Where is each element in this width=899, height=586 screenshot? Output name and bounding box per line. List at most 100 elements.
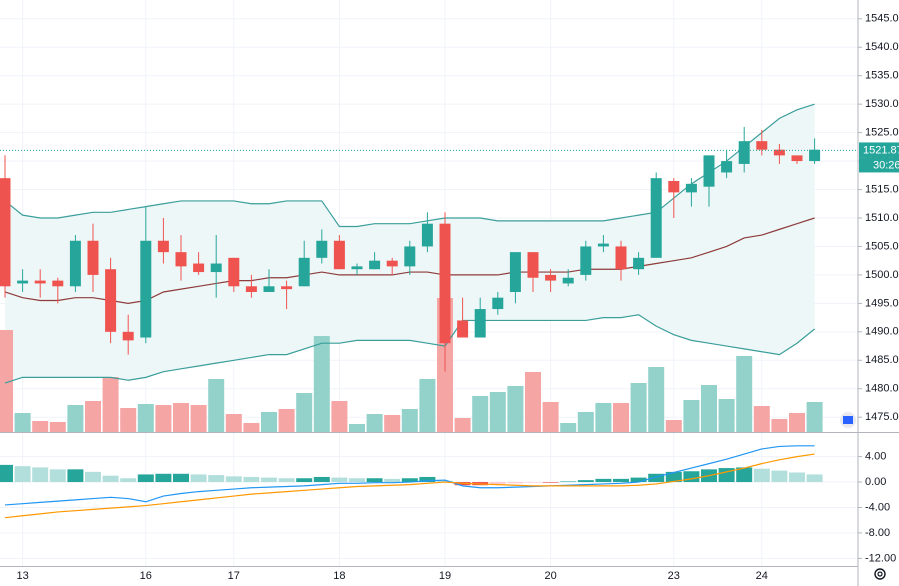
candle-body	[210, 263, 222, 273]
volume-bar	[208, 379, 225, 432]
candle-body	[369, 260, 381, 270]
candle-body	[668, 180, 680, 193]
candle-body	[157, 240, 169, 253]
macd-histogram-bar	[648, 473, 665, 483]
y-tick-label: 1485.00	[865, 354, 899, 366]
volume-bar	[419, 379, 436, 432]
candle-body	[633, 257, 645, 270]
y-tick-label: 1490.00	[865, 326, 899, 338]
candle-body	[386, 260, 398, 267]
candle-body	[263, 286, 275, 292]
macd-histogram-bar	[366, 478, 383, 483]
last-price-box	[859, 142, 899, 158]
candle-body	[562, 277, 574, 284]
volume-bar	[401, 409, 418, 432]
y-tick-label: 1500.00	[865, 269, 899, 281]
macd-histogram-bar	[736, 467, 753, 483]
gear-ring[interactable]	[874, 568, 886, 580]
candle-body	[298, 257, 310, 287]
candle-body	[140, 240, 152, 338]
band-line	[4, 314, 815, 384]
y-tick-label: 4.00	[865, 451, 886, 463]
gear-hub[interactable]	[877, 571, 883, 577]
y-tick-label: 1530.00	[865, 98, 899, 110]
macd-histogram-bar	[137, 474, 154, 483]
volume-bar	[665, 420, 682, 432]
macd-histogram-bar	[384, 478, 401, 483]
x-tick-label: 23	[668, 570, 680, 582]
x-tick-label: 13	[16, 570, 28, 582]
candle-body	[316, 240, 328, 258]
candle-body	[685, 183, 697, 193]
volume-bar	[806, 402, 823, 432]
y-tick-label: -4.00	[865, 501, 890, 513]
macd-histogram-bar	[789, 472, 805, 483]
candle-body	[421, 223, 433, 247]
volume-bar	[243, 423, 260, 432]
y-tick-label: 1510.00	[865, 212, 899, 224]
candle-body	[333, 240, 345, 270]
x-tick-label: 19	[439, 570, 451, 582]
logo-flag[interactable]	[843, 416, 853, 424]
y-tick-label: 1475.00	[865, 411, 899, 423]
candle-body	[281, 286, 293, 290]
x-tick-label: 17	[228, 570, 240, 582]
macd-histogram-bar	[806, 474, 823, 483]
volume-bar	[225, 414, 242, 432]
candle-body	[756, 141, 768, 150]
x-tick-label: 18	[333, 570, 345, 582]
candle-body	[650, 178, 662, 258]
candle-body	[773, 149, 785, 156]
volume-bar	[137, 404, 154, 432]
candle-body	[122, 331, 134, 341]
macd-histogram-bar	[278, 478, 295, 483]
candle-body	[597, 243, 609, 247]
volume-bar	[261, 412, 277, 432]
macd-histogram-bar	[120, 478, 137, 483]
y-tick-label: -8.00	[865, 527, 890, 539]
volume-bar	[489, 392, 506, 432]
volume-bar	[49, 422, 66, 432]
countdown-box	[859, 157, 899, 173]
volume-bar	[173, 403, 189, 432]
logo-icon[interactable]	[840, 412, 856, 428]
volume-bar	[648, 367, 665, 432]
macd-histogram-bar	[296, 478, 313, 483]
candle-body	[351, 266, 363, 270]
y-tick-label: 1480.00	[865, 383, 899, 395]
candle-body	[809, 149, 821, 162]
volume-bar	[85, 401, 101, 432]
candle-body	[457, 320, 469, 338]
macd-histogram-bar	[14, 466, 31, 483]
macd-histogram-bar	[613, 478, 629, 483]
macd-histogram-bar	[753, 468, 770, 483]
volume-bar	[331, 401, 348, 432]
macd-histogram-bar	[261, 477, 277, 483]
macd-histogram-bar	[595, 478, 612, 483]
macd-histogram-bar	[577, 480, 594, 483]
macd-histogram-bar	[401, 478, 418, 483]
candle-body	[404, 246, 416, 267]
volume-bar	[454, 418, 471, 432]
macd-histogram-bar	[542, 482, 559, 483]
volume-bar	[560, 423, 577, 432]
candle-body	[527, 252, 539, 278]
macd-histogram-bar	[771, 470, 788, 483]
volume-bar	[701, 385, 717, 432]
candle-body	[87, 240, 99, 275]
macd-histogram-bar	[437, 480, 453, 483]
volume-bar	[789, 413, 805, 432]
macd-line	[4, 453, 815, 519]
macd-histogram-bar	[489, 482, 506, 484]
macd-histogram-bar	[225, 476, 242, 483]
macd-histogram-bar	[0, 464, 13, 483]
y-tick-label: -12.00	[865, 552, 896, 564]
volume-bar	[718, 399, 735, 432]
y-tick-label: 1545.00	[865, 13, 899, 25]
candle-body	[0, 178, 11, 287]
macd-histogram-bar	[419, 476, 436, 483]
macd-histogram-bar	[32, 467, 49, 483]
y-tick-label: 1540.00	[865, 41, 899, 53]
volume-bar	[32, 421, 49, 432]
settings-gear[interactable]	[874, 568, 886, 580]
